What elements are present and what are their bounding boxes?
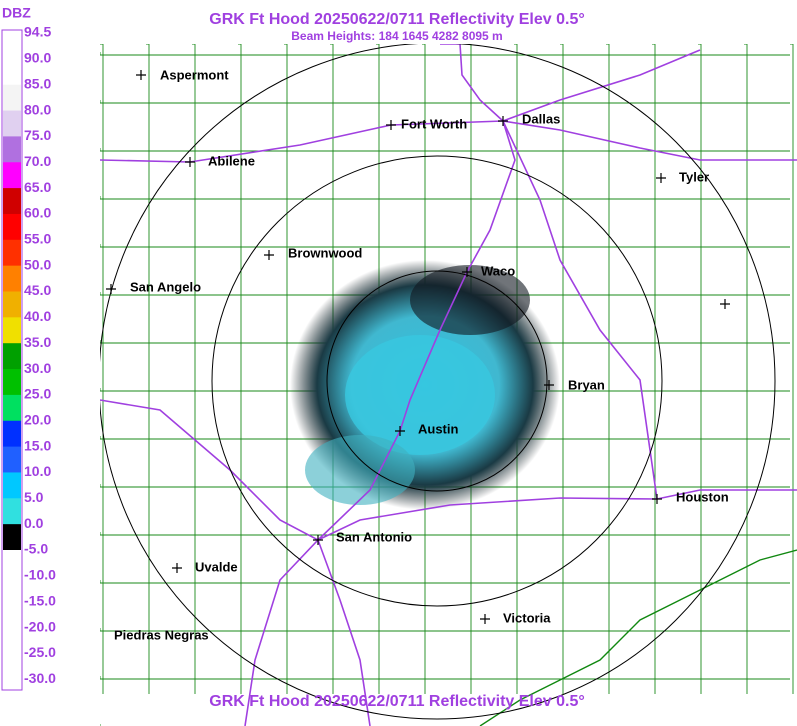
scale-label: 0.0 [24,515,44,531]
city-label: Bryan [568,377,605,392]
scale-label: 15.0 [24,437,51,453]
scale-label: 60.0 [24,205,51,221]
scale-label: 45.0 [24,282,51,298]
scale-swatch [3,524,21,551]
scale-label: 50.0 [24,256,51,272]
county-line [652,44,656,694]
scale-swatch [3,627,21,654]
county-line [100,628,790,632]
scale-label: 30.0 [24,360,51,376]
scale-label: 20.0 [24,411,51,427]
city-label: San Angelo [130,279,201,294]
scale-label: -10.0 [24,567,56,583]
scale-label: 85.0 [24,75,51,91]
legend-unit: DBZ [2,5,31,21]
county-line [100,244,790,248]
county-line [100,100,790,104]
scale-label: 80.0 [24,101,51,117]
scale-label: -30.0 [24,670,56,686]
county-line [744,44,748,694]
scale-label: 75.0 [24,127,51,143]
color-scale: 94.5 90.0 85.0 80.0 75.0 70.0 65.0 60.0 55.0 50.0… [1,24,56,691]
scale-label: 90.0 [24,50,51,66]
county-line [100,532,790,536]
city-label: Aspermont [160,67,229,82]
county-line [100,148,790,152]
footer-title: GRK Ft Hood 20250622/0711 Reflectivity E… [209,693,584,710]
scale-swatch [3,420,21,448]
range-rings [100,44,776,720]
city-label: Uvalde [195,559,238,574]
scale-label: 5.0 [24,489,44,505]
scale-label: -5.0 [24,541,48,557]
scale-label: -25.0 [24,644,56,660]
highways [100,44,797,726]
city-label: Dallas [522,111,560,126]
county-line [238,44,242,694]
county-line [790,44,794,694]
scale-swatch [3,291,21,318]
scale-swatch [3,369,21,396]
county-line [606,44,610,694]
scale-label: -15.0 [24,592,56,608]
scale-swatch [3,446,21,473]
city-label: Tyler [679,169,709,184]
scale-label: 10.0 [24,463,51,479]
scale-swatch [3,343,21,370]
city-label: San Antonio [336,529,412,544]
scale-swatch [3,213,21,241]
scale-label: 70.0 [24,153,51,169]
scale-swatch [3,162,21,189]
county-line [284,44,288,694]
title: GRK Ft Hood 20250622/0711 Reflectivity E… [209,11,584,28]
scale-swatch [3,601,21,629]
scale-swatch [3,188,21,215]
county-line [100,676,790,680]
county-line [100,44,104,694]
county-line [698,44,702,694]
scale-label: 25.0 [24,386,51,402]
county-line [100,52,790,56]
county-line [560,44,564,694]
scale-label: 40.0 [24,308,51,324]
city-label: Houston [676,489,729,504]
county-line [100,196,790,200]
city-label: Abilene [208,153,255,168]
scale-label: -20.0 [24,618,56,634]
scale-swatch [3,472,21,499]
scale-swatch [3,394,21,422]
city-label: Piedras Negras [114,627,209,642]
city-label: Austin [418,421,459,436]
city-markers [106,70,730,624]
city-label: Fort Worth [401,116,467,131]
county-line [146,44,150,694]
scale-swatch [3,498,21,525]
scale-swatch [3,239,21,267]
scale-swatch [3,110,21,137]
scale-swatch [3,317,21,344]
city-label: Brownwood [288,245,362,260]
scale-label: 94.5 [24,24,51,40]
county-line [100,580,790,584]
scale-label: 35.0 [24,334,51,350]
scale-swatch [3,58,21,86]
scale-label: 55.0 [24,231,51,247]
radar-echo [290,260,560,510]
scale-swatch [3,575,21,603]
county-line [192,44,196,694]
subtitle: Beam Heights: 184 1645 4282 8095 m [291,29,502,43]
scale-swatch [3,33,21,60]
scale-swatch [3,265,21,292]
scale-swatch [3,653,21,680]
city-label: Waco [481,263,515,278]
coastline [479,549,797,726]
city-label: Victoria [503,610,551,625]
scale-swatch [3,136,21,163]
scale-swatch [3,84,21,112]
scale-label: 65.0 [24,179,51,195]
scale-swatch [3,550,21,577]
